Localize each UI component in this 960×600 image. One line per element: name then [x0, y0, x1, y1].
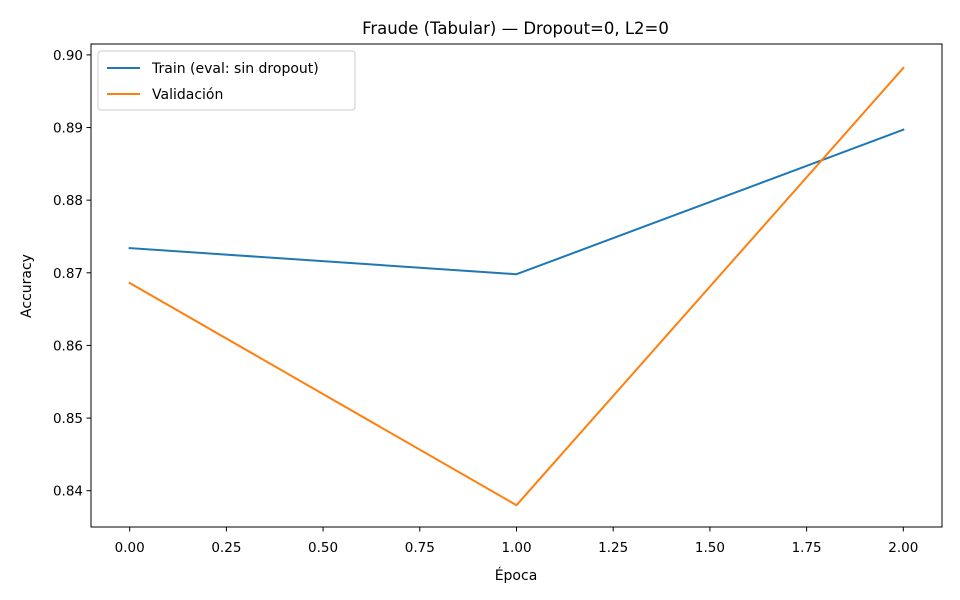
y-axis: 0.84 0.85 0.86 0.87 0.88 0.89 0.90: [53, 48, 91, 500]
x-axis-label: Época: [495, 567, 538, 584]
y-tick-label: 0.89: [53, 121, 83, 137]
x-tick-label: 1.50: [695, 540, 725, 556]
legend: Train (eval: sin dropout) Validación: [97, 50, 356, 111]
y-tick-label: 0.88: [53, 193, 83, 209]
y-tick-label: 0.84: [53, 484, 83, 500]
x-tick-label: 1.75: [792, 540, 822, 556]
y-axis-label: Accuracy: [19, 254, 35, 318]
validation-line: [128, 66, 905, 507]
x-tick-label: 1.00: [501, 540, 531, 556]
legend-label-train: Train (eval: sin dropout): [151, 61, 319, 77]
x-tick-label: 0.25: [211, 540, 241, 556]
legend-box: [97, 50, 356, 111]
series-lines: [128, 66, 905, 507]
y-tick-label: 0.90: [53, 48, 83, 64]
x-tick-label: 2.00: [888, 540, 918, 556]
train-line: [128, 128, 905, 276]
y-tick-label: 0.85: [53, 411, 83, 427]
legend-label-validation: Validación: [152, 87, 223, 103]
y-tick-label: 0.87: [53, 266, 83, 282]
x-tick-label: 0.50: [308, 540, 338, 556]
x-tick-label: 0.75: [405, 540, 435, 556]
chart-title: Fraude (Tabular) — Dropout=0, L2=0: [362, 19, 669, 38]
x-axis: 0.00 0.25 0.50 0.75 1.00 1.25 1.50 1.75 2.00: [115, 527, 918, 556]
x-tick-label: 0.00: [115, 540, 145, 556]
x-tick-label: 1.25: [598, 540, 628, 556]
y-tick-label: 0.86: [53, 338, 83, 354]
